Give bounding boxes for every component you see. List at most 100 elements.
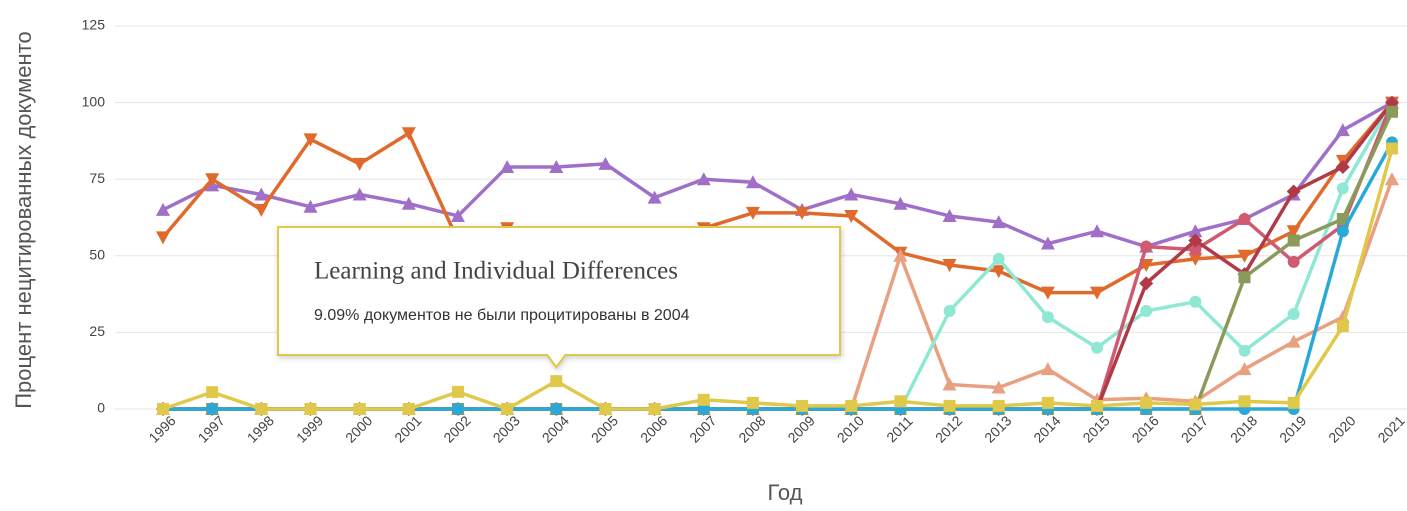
marker [942,258,957,272]
marker [599,403,612,415]
x-tick-label: 2014 [1030,412,1063,445]
x-tick-label: 2020 [1325,412,1358,445]
marker [450,208,465,222]
marker [1287,308,1300,321]
marker [1286,225,1301,239]
marker [1041,311,1054,324]
marker [598,156,613,170]
marker [1189,243,1202,256]
marker [451,403,464,415]
marker [353,403,366,415]
marker [352,187,367,201]
marker [254,187,269,201]
marker [844,187,859,201]
x-tick-label: 1998 [244,412,277,445]
marker [401,196,416,210]
y-tick-label: 125 [82,17,106,33]
marker [991,215,1006,229]
marker [1238,213,1251,226]
marker [205,173,220,187]
marker [1189,295,1202,308]
marker [696,172,711,186]
marker [1140,396,1153,409]
x-tick-label: 2004 [539,412,572,445]
series-line [162,101,1393,249]
x-tick-label: 2012 [932,412,965,445]
x-tick-label: 2016 [1129,412,1162,445]
x-tick-label: 2021 [1374,412,1407,445]
y-tick-label: 0 [97,400,105,416]
marker [304,403,317,415]
marker [1286,334,1301,348]
marker [157,403,169,415]
y-axis-label: Процент нецитированных документо [11,31,36,409]
x-tick-label: 2005 [588,412,621,445]
marker [1287,234,1300,247]
y-tick-label: 25 [89,323,105,339]
marker [1091,341,1104,354]
x-tick-label: 2000 [342,412,375,445]
marker [648,403,661,415]
x-axis-label: Год [767,480,802,505]
marker [1040,286,1055,300]
marker [206,403,219,415]
series-line [162,148,1394,411]
x-tick-label: 2011 [883,413,916,446]
marker [156,231,170,245]
marker [991,265,1006,279]
x-tick-label: 2003 [490,412,523,445]
marker [1386,142,1398,155]
marker [401,127,416,141]
marker [1237,362,1252,376]
marker [1238,395,1251,408]
x-tick-label: 2008 [735,412,768,445]
marker [1041,396,1054,409]
marker [1287,255,1300,268]
marker [647,190,662,204]
tooltip-text: 9.09% документов не были процитированы в… [314,307,690,324]
marker [500,159,515,173]
marker [1090,286,1105,300]
x-tick-label: 2018 [1227,412,1260,445]
marker [1287,396,1300,409]
marker [303,133,318,147]
marker [1335,123,1350,137]
marker [844,209,859,223]
marker [943,399,956,412]
marker [893,196,908,210]
marker [942,377,957,391]
marker [796,399,809,412]
marker [550,403,563,415]
marker [1336,213,1349,226]
x-tick-label: 2002 [440,412,473,445]
x-tick-label: 2019 [1276,412,1309,445]
marker [1336,225,1349,238]
marker [1188,233,1203,248]
x-tick-label: 2013 [981,412,1014,445]
marker [1286,184,1301,199]
marker [255,403,268,415]
y-tick-label: 50 [89,247,105,263]
marker [1140,304,1153,317]
marker [1237,249,1252,263]
x-tick-label: 2015 [1079,412,1112,445]
marker [451,385,464,398]
marker [1040,362,1055,376]
marker [1091,399,1104,412]
y-tick-label: 100 [82,93,106,109]
marker [550,375,563,388]
marker [1040,236,1055,250]
marker [352,157,367,171]
marker [991,380,1006,394]
marker [1335,159,1350,174]
marker [1238,271,1251,284]
marker [845,399,858,412]
marker [992,252,1005,265]
marker [206,386,219,399]
marker [697,393,710,406]
marker [156,202,170,216]
marker [943,304,956,317]
y-tick-label: 75 [89,170,105,186]
marker [992,399,1005,412]
